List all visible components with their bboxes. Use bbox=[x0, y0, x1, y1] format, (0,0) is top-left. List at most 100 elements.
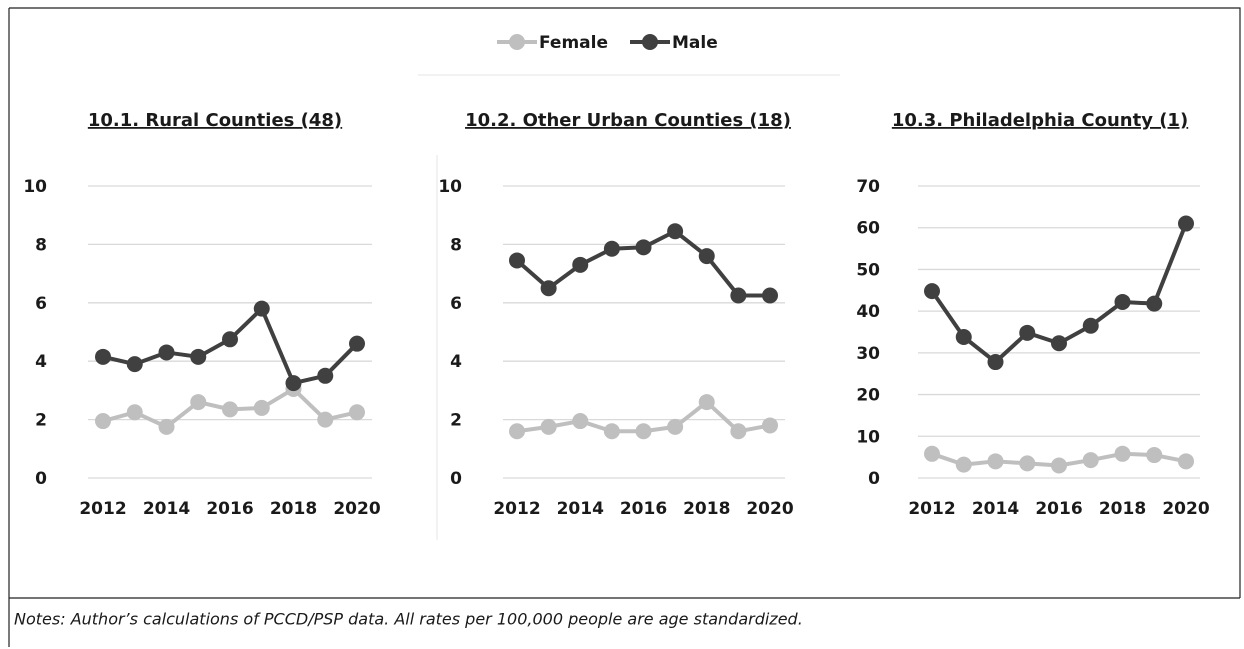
x-tick-label: 2018 bbox=[270, 499, 317, 519]
y-tick-label: 8 bbox=[450, 235, 462, 255]
x-tick-label: 2020 bbox=[333, 499, 380, 519]
point bbox=[1146, 295, 1163, 312]
point bbox=[667, 418, 684, 435]
point bbox=[730, 423, 747, 440]
point bbox=[1178, 215, 1194, 232]
x-tick-label: 2020 bbox=[746, 499, 793, 519]
point bbox=[540, 280, 557, 297]
point bbox=[1082, 452, 1099, 469]
point bbox=[987, 354, 1004, 371]
y-tick-label: 0 bbox=[868, 469, 880, 489]
y-tick-label: 10 bbox=[438, 177, 462, 197]
point bbox=[1114, 293, 1131, 310]
x-tick-label: 2012 bbox=[908, 499, 955, 519]
point bbox=[158, 344, 175, 361]
point bbox=[603, 240, 620, 257]
x-tick-label: 2014 bbox=[972, 499, 1019, 519]
x-tick-label: 2014 bbox=[143, 499, 190, 519]
point bbox=[222, 331, 238, 348]
point bbox=[95, 348, 111, 365]
x-tick-label: 2012 bbox=[79, 499, 126, 519]
y-tick-label: 20 bbox=[856, 386, 880, 406]
point bbox=[509, 423, 525, 440]
point bbox=[190, 394, 207, 411]
y-tick-label: 4 bbox=[450, 352, 462, 372]
y-tick-label: 10 bbox=[856, 427, 880, 447]
point bbox=[635, 423, 652, 440]
point bbox=[1114, 445, 1131, 462]
point bbox=[1019, 455, 1036, 472]
x-tick-label: 2018 bbox=[1099, 499, 1146, 519]
y-tick-label: 4 bbox=[35, 352, 47, 372]
legend-label: Female bbox=[539, 33, 608, 53]
point bbox=[762, 417, 778, 434]
y-tick-label: 40 bbox=[856, 302, 880, 322]
y-tick-label: 2 bbox=[450, 411, 462, 431]
point bbox=[285, 375, 302, 392]
x-tick-label: 2016 bbox=[206, 499, 253, 519]
legend-label: Male bbox=[672, 33, 718, 53]
point bbox=[667, 223, 684, 240]
point bbox=[126, 404, 143, 421]
point bbox=[603, 423, 620, 440]
point bbox=[253, 300, 270, 317]
point bbox=[572, 256, 589, 273]
point bbox=[698, 248, 715, 265]
point bbox=[253, 399, 270, 416]
x-tick-label: 2020 bbox=[1162, 499, 1209, 519]
point bbox=[635, 239, 652, 256]
point bbox=[1019, 324, 1036, 341]
point bbox=[1178, 453, 1194, 470]
y-tick-label: 60 bbox=[856, 219, 880, 239]
point bbox=[126, 356, 143, 373]
x-tick-label: 2016 bbox=[1035, 499, 1082, 519]
point bbox=[955, 329, 972, 346]
y-tick-label: 30 bbox=[856, 344, 880, 364]
point bbox=[924, 283, 940, 300]
point bbox=[317, 411, 334, 428]
chart-title: 10.3. Philadelphia County (1) bbox=[892, 110, 1188, 131]
y-tick-label: 10 bbox=[23, 177, 47, 197]
point bbox=[730, 287, 747, 304]
point bbox=[349, 335, 365, 352]
point bbox=[924, 445, 940, 462]
legend: Female Male bbox=[497, 33, 718, 53]
frame bbox=[8, 7, 1241, 647]
x-tick-label: 2016 bbox=[620, 499, 667, 519]
point bbox=[762, 287, 778, 304]
x-tick-label: 2018 bbox=[683, 499, 730, 519]
point bbox=[317, 367, 334, 384]
point bbox=[1082, 317, 1099, 334]
point bbox=[190, 348, 207, 365]
legend-marker bbox=[509, 34, 525, 50]
chart-title: 10.1. Rural Counties (48) bbox=[88, 110, 342, 131]
legend-marker bbox=[642, 34, 658, 50]
point bbox=[540, 418, 557, 435]
y-tick-label: 0 bbox=[450, 469, 462, 489]
point bbox=[1051, 335, 1067, 352]
point bbox=[349, 404, 365, 421]
note: Notes: Author’s calculations of PCCD/PSP… bbox=[14, 610, 803, 629]
point bbox=[509, 252, 525, 269]
y-tick-label: 2 bbox=[35, 411, 47, 431]
y-tick-label: 0 bbox=[35, 469, 47, 489]
x-tick-label: 2014 bbox=[557, 499, 604, 519]
point bbox=[987, 453, 1004, 470]
point bbox=[95, 413, 111, 430]
y-tick-label: 6 bbox=[35, 294, 47, 314]
point bbox=[1051, 457, 1067, 474]
y-tick-label: 8 bbox=[35, 235, 47, 255]
point bbox=[222, 401, 238, 418]
y-tick-label: 50 bbox=[856, 260, 880, 280]
point bbox=[572, 413, 589, 430]
point bbox=[955, 456, 972, 473]
point bbox=[1146, 447, 1163, 464]
point bbox=[158, 418, 175, 435]
x-tick-label: 2012 bbox=[493, 499, 540, 519]
point bbox=[698, 394, 715, 411]
y-tick-label: 6 bbox=[450, 294, 462, 314]
y-tick-label: 70 bbox=[856, 177, 880, 197]
chart-title: 10.2. Other Urban Counties (18) bbox=[465, 110, 791, 131]
